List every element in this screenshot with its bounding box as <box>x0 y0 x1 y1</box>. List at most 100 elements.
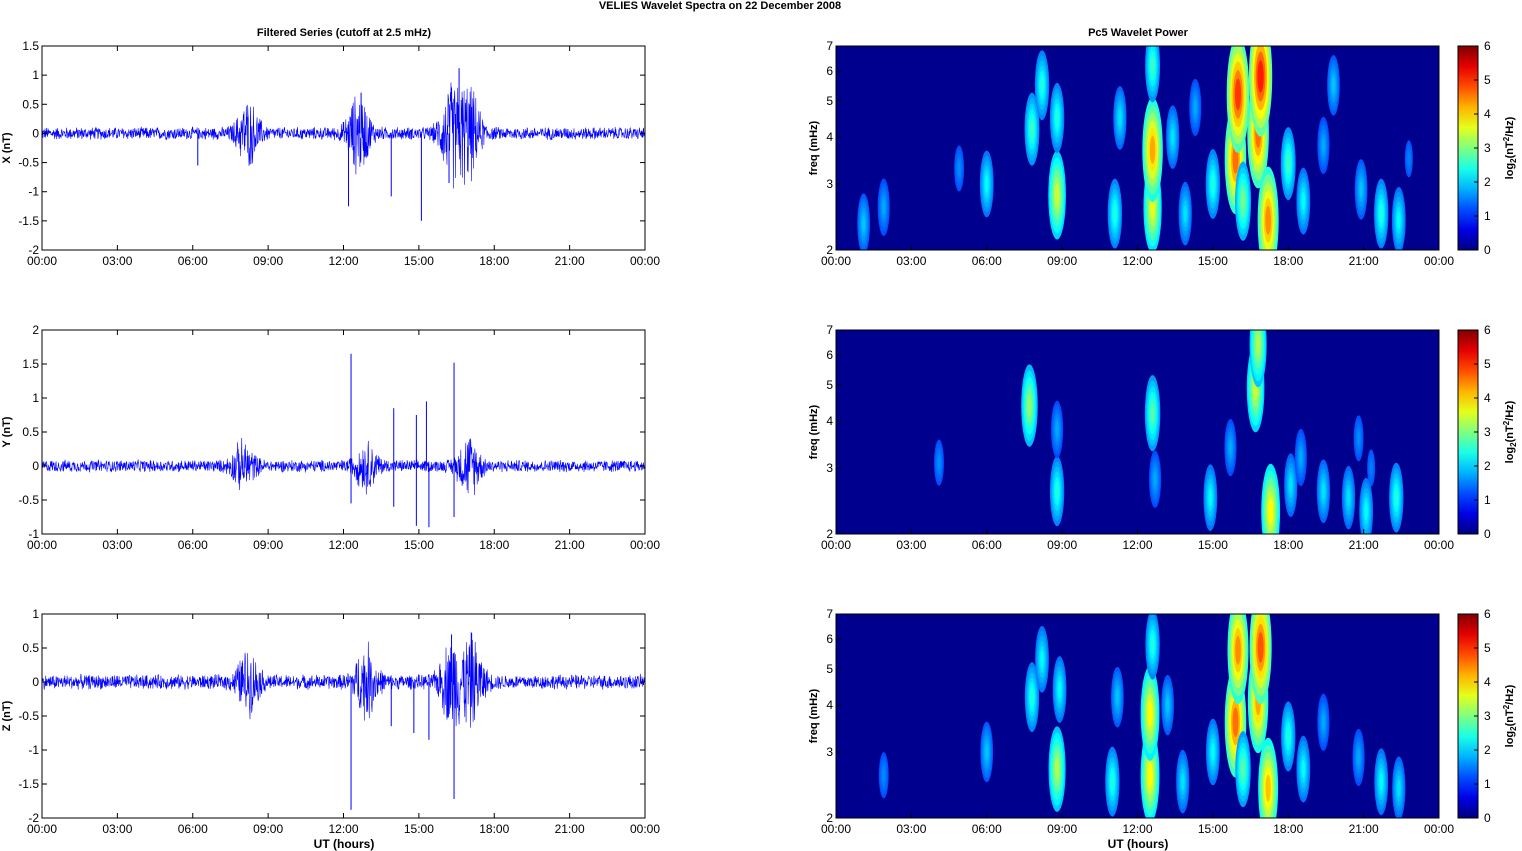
y-axis-label: freq (mHz) <box>808 120 820 175</box>
power-peak <box>1024 662 1040 733</box>
x-tick-label: 03:00 <box>896 538 926 552</box>
x-tick-label: 18:00 <box>1273 538 1303 552</box>
x-tick-label: 09:00 <box>1047 538 1077 552</box>
x-tick-label: 00:00 <box>1424 538 1454 552</box>
x-tick-label: 03:00 <box>896 822 926 836</box>
x-tick-label: 06:00 <box>972 254 1002 268</box>
power-peak <box>1374 178 1389 249</box>
colorbar-tick-label: 2 <box>1484 459 1491 473</box>
power-peak <box>1145 46 1161 103</box>
power-peak <box>1281 701 1296 772</box>
right-column-title: Pc5 Wavelet Power <box>1088 27 1189 39</box>
x-tick-label: 09:00 <box>253 538 283 552</box>
x-tick-label: 00:00 <box>821 822 851 836</box>
power-peak <box>1049 456 1065 527</box>
power-peak <box>1404 140 1413 178</box>
colorbar-tick-label: 4 <box>1484 675 1491 689</box>
series-panel-3: 10.50-0.5-1-1.5-200:00 03:00 06:00 09:00 12:… <box>1 607 660 836</box>
power-peak <box>1052 656 1067 723</box>
y-tick-label: -1.5 <box>18 777 39 791</box>
y-tick-label: 1 <box>32 68 39 82</box>
y-tick-label: 2 <box>826 527 833 541</box>
colorbar-tick-label: 1 <box>1484 209 1491 223</box>
x-tick-label: 21:00 <box>1349 254 1379 268</box>
colorbar-label: log2(nT2/Hz) <box>1502 116 1518 179</box>
y-tick-label: 2 <box>826 811 833 825</box>
y-tick-label: 2 <box>32 323 39 337</box>
y-tick-label: 0 <box>32 126 39 140</box>
x-tick-label: 15:00 <box>404 538 434 552</box>
y-tick-label: -1 <box>28 743 39 757</box>
x-tick-label: 00:00 <box>27 822 57 836</box>
y-axis-label: freq (mHz) <box>808 404 820 459</box>
power-peak <box>934 439 944 486</box>
power-peak <box>1049 83 1065 153</box>
x-tick-label: 15:00 <box>1198 538 1228 552</box>
y-tick-label: 3 <box>826 745 833 759</box>
x-tick-label: 15:00 <box>404 254 434 268</box>
x-tick-label: 09:00 <box>1047 822 1077 836</box>
colorbar-tick-label: 3 <box>1484 141 1491 155</box>
power-peak <box>1189 78 1202 137</box>
colorbar-tick-label: 2 <box>1484 743 1491 757</box>
power-peak <box>1226 46 1250 153</box>
power-peak <box>1024 92 1040 166</box>
axes-frame <box>41 45 646 251</box>
power-peak <box>1317 693 1330 751</box>
y-tick-label: 4 <box>826 414 833 428</box>
x-tick-label: 06:00 <box>972 538 1002 552</box>
x-tick-label: 12:00 <box>328 254 358 268</box>
power-peak <box>954 145 965 192</box>
power-peak <box>1235 161 1252 241</box>
power-peak <box>1257 166 1279 250</box>
power-peak <box>1142 97 1163 202</box>
y-tick-label: 1.5 <box>22 39 39 53</box>
power-peak <box>1227 614 1249 705</box>
x-tick-label: 21:00 <box>1349 822 1379 836</box>
power-peak <box>1359 477 1374 534</box>
y-tick-label: 5 <box>826 378 833 392</box>
y-tick-label: 5 <box>826 94 833 108</box>
power-peak <box>1149 450 1162 508</box>
power-peak <box>1327 55 1340 116</box>
y-tick-label: 6 <box>826 64 833 78</box>
power-peak <box>857 193 870 250</box>
power-peak <box>1353 415 1364 462</box>
power-peak <box>1107 178 1123 249</box>
y-tick-label: -0.5 <box>18 156 39 170</box>
power-peak <box>1316 459 1331 524</box>
y-tick-label: 6 <box>826 348 833 362</box>
power-peak <box>1389 462 1404 533</box>
power-peak <box>878 752 889 799</box>
x-tick-label: 00:00 <box>630 822 660 836</box>
colorbar-tick-label: 5 <box>1484 357 1491 371</box>
heatmap-background <box>836 330 1439 534</box>
y-tick-label: -1 <box>28 527 39 541</box>
x-tick-label: 03:00 <box>102 822 132 836</box>
x-tick-label: 15:00 <box>1198 254 1228 268</box>
power-peak <box>1105 746 1120 817</box>
power-peak <box>1284 453 1298 517</box>
power-peak <box>1176 749 1190 814</box>
power-peak <box>1392 756 1406 818</box>
x-tick-label: 09:00 <box>253 822 283 836</box>
power-peak <box>1048 726 1066 812</box>
y-tick-label: 6 <box>826 632 833 646</box>
x-tick-label: 06:00 <box>178 538 208 552</box>
power-peak <box>1051 400 1064 459</box>
x-tick-label: 06:00 <box>178 254 208 268</box>
series-trace <box>42 82 645 189</box>
series-trace <box>42 631 645 728</box>
colorbar-label: log2(nT2/Hz) <box>1502 684 1518 747</box>
x-tick-label: 00:00 <box>821 538 851 552</box>
power-peak <box>1294 428 1307 487</box>
x-axis-label-right: UT (hours) <box>1108 837 1169 851</box>
x-tick-label: 12:00 <box>328 822 358 836</box>
y-tick-label: 0.5 <box>22 641 39 655</box>
power-peak <box>980 721 994 783</box>
power-peak <box>1205 718 1220 786</box>
colorbar-tick-label: 6 <box>1484 39 1491 53</box>
power-peak <box>1178 181 1192 246</box>
